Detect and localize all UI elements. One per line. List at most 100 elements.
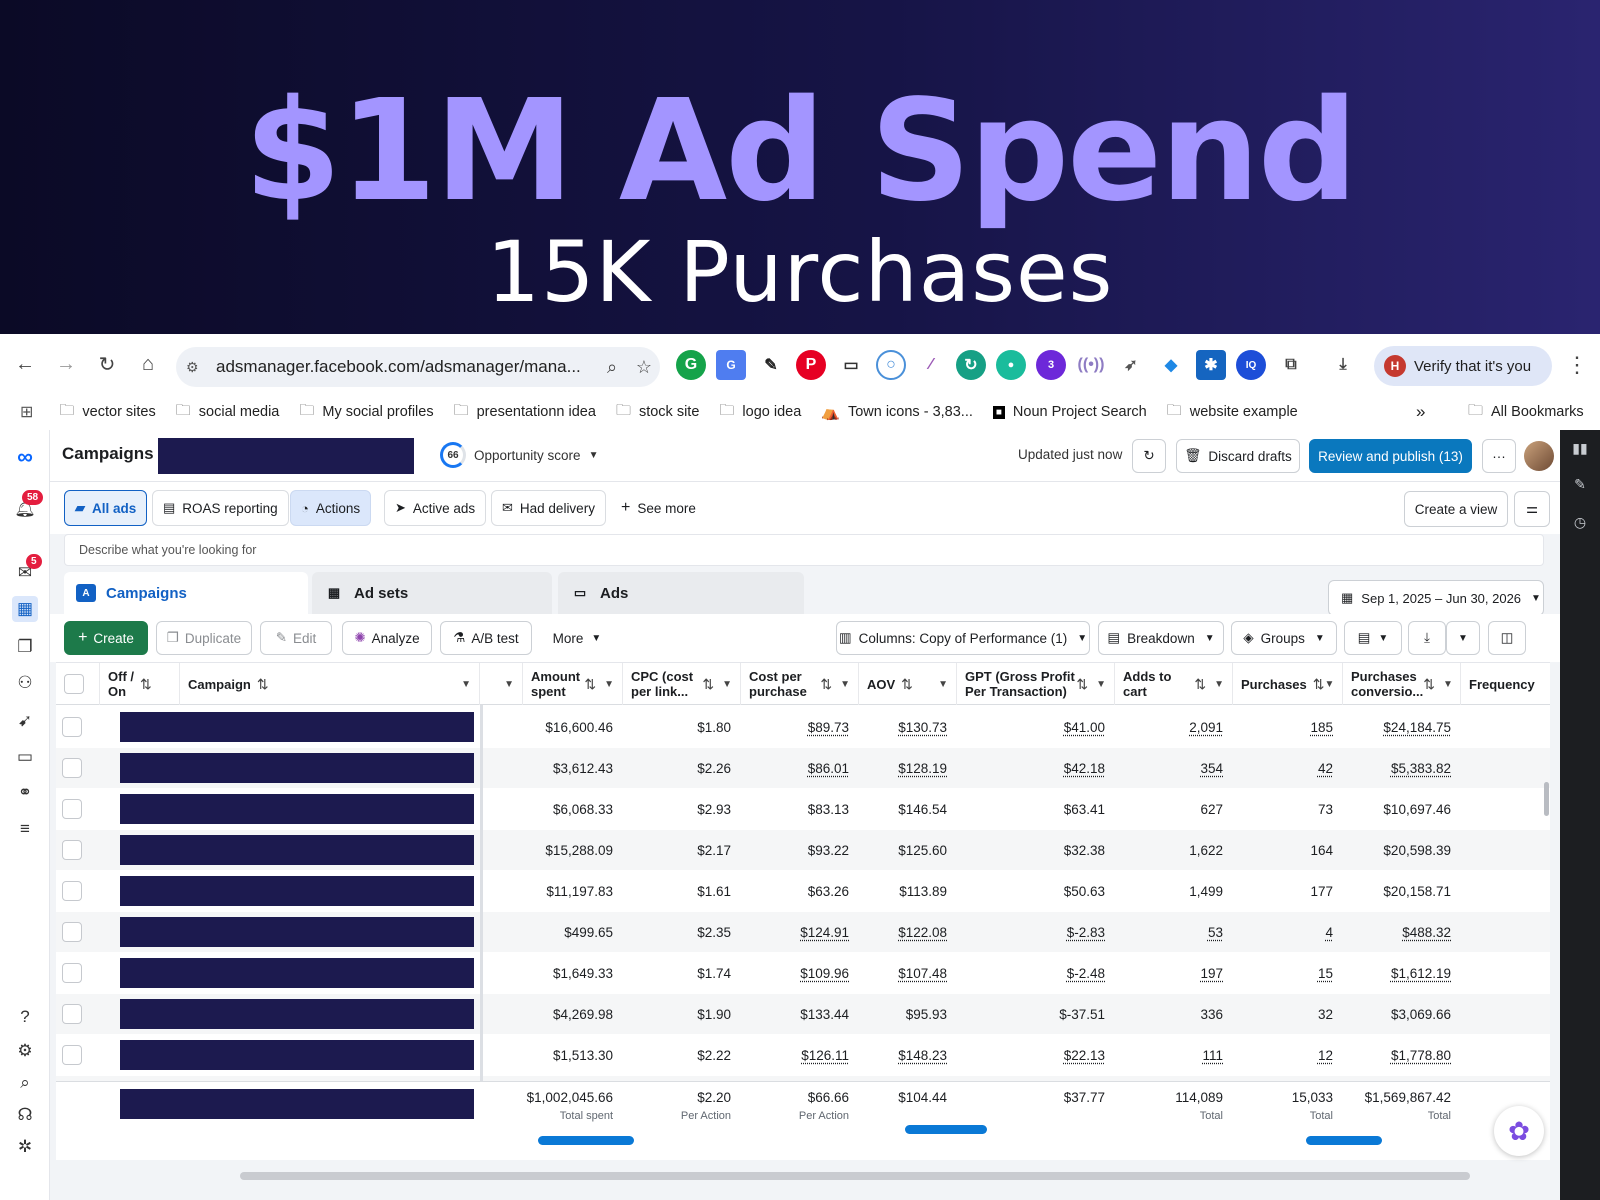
home-icon[interactable]: ⌂ <box>141 352 155 375</box>
bookmark-folder[interactable]: 🗀 logo idea <box>719 400 801 425</box>
tab-ads[interactable]: ▭ Ads <box>558 572 804 614</box>
bookmark-star-icon[interactable]: ☆ <box>635 356 653 377</box>
chevron-down-icon[interactable]: ▼ <box>1324 678 1335 690</box>
review-publish-button[interactable]: Review and publish (13) <box>1309 439 1472 473</box>
header-purchases-conversion-value[interactable]: Purchases conversio... ⇅ ▼ <box>1343 663 1461 705</box>
export-menu-button[interactable]: ▼ <box>1446 621 1480 655</box>
row-checkbox[interactable] <box>62 840 82 860</box>
chevron-down-icon[interactable]: ▼ <box>604 678 614 690</box>
apps-grid-icon[interactable]: ⊞ <box>20 404 34 421</box>
verify-profile-button[interactable]: H Verify that it's you <box>1374 346 1552 386</box>
browser-menu-icon[interactable]: ⋮ <box>1566 352 1588 377</box>
settings-icon[interactable]: ⚙ <box>17 1041 33 1060</box>
chevron-down-icon[interactable]: ▼ <box>504 678 514 690</box>
bookmark-link[interactable]: ■ Noun Project Search <box>992 404 1147 420</box>
header-hidden-column[interactable]: ▼ <box>483 663 523 705</box>
chevron-down-icon[interactable]: ▼ <box>938 678 948 690</box>
row-checkbox[interactable] <box>62 717 82 737</box>
table-row[interactable]: $1,649.33 $1.74 $109.96 $107.48 $-2.48 197 15 $… <box>56 953 1550 993</box>
tag-extension-icon[interactable]: ◆ <box>1164 357 1178 374</box>
ads-manage-icon[interactable]: ➹ <box>17 711 33 730</box>
translate-extension-icon[interactable]: G <box>716 350 746 380</box>
more-options-button[interactable]: ··· <box>1482 439 1516 473</box>
user-avatar[interactable] <box>1524 441 1554 471</box>
support-icon[interactable]: ☊ <box>17 1105 33 1124</box>
history-icon[interactable]: ◷ <box>1573 514 1587 530</box>
chevron-down-icon[interactable]: ▼ <box>722 678 732 690</box>
chip-actions[interactable]: ◔ Actions <box>290 490 372 526</box>
address-bar[interactable]: ⚙ adsmanager.facebook.com/adsmanager/man… <box>176 347 660 387</box>
chip-all-ads[interactable]: ▰ All ads <box>64 490 148 526</box>
ab-test-button[interactable]: ⚗ A/B test <box>440 621 532 655</box>
row-checkbox[interactable] <box>62 758 82 778</box>
edit-button[interactable]: ✎ Edit <box>260 621 332 655</box>
table-row[interactable]: $4,269.98 $1.90 $133.44 $95.93 $-37.51 336 32 $… <box>56 994 1550 1034</box>
forward-icon[interactable]: → <box>56 352 76 375</box>
rocket-extension-icon[interactable]: ➶ <box>1124 357 1138 374</box>
tab-campaigns[interactable]: A Campaigns <box>64 572 308 614</box>
back-icon[interactable]: ← <box>15 352 35 375</box>
bookmark-folder[interactable]: 🗀 website example <box>1167 400 1298 425</box>
table-row[interactable]: $1,513.30 $2.22 $126.11 $148.23 $22.13 111 12 $… <box>56 1035 1550 1075</box>
pages-icon[interactable]: ❐ <box>17 637 33 656</box>
billing-icon[interactable]: ▭ <box>16 747 34 766</box>
vertical-scrollbar[interactable] <box>1544 782 1549 816</box>
row-checkbox[interactable] <box>62 922 82 942</box>
loop-extension-icon[interactable]: ○ <box>876 350 906 380</box>
screen-capture-extension-icon[interactable]: ▭ <box>843 357 859 374</box>
sort-icon[interactable]: ⇅ <box>1312 675 1325 692</box>
bug-report-icon[interactable]: ✲ <box>17 1137 33 1156</box>
teal-extension-icon[interactable]: ● <box>996 350 1026 380</box>
bookmark-folder[interactable]: 🗀 My social profiles <box>299 400 433 425</box>
search-icon[interactable]: ⌕ <box>20 1073 30 1092</box>
tab-ad-sets[interactable]: ▦ Ad sets <box>312 572 552 614</box>
all-tools-icon[interactable]: ≡ <box>20 819 30 838</box>
create-button[interactable]: + Create <box>64 621 148 655</box>
chart-view-button[interactable]: ◫ <box>1488 621 1526 655</box>
help-icon[interactable]: ? <box>20 1007 30 1026</box>
grammarly-extension-icon[interactable]: G <box>676 350 706 380</box>
chevron-down-icon[interactable]: ▼ <box>1214 678 1224 690</box>
meta-logo-icon[interactable]: ∞ <box>17 444 33 469</box>
table-row[interactable]: $11,197.83 $1.61 $63.26 $113.89 $50.63 1,499 1… <box>56 871 1550 911</box>
row-checkbox[interactable] <box>62 881 82 901</box>
header-adds-to-cart[interactable]: Adds to cart ⇅ ▼ <box>1115 663 1233 705</box>
purple-extension-icon[interactable]: 3 <box>1036 350 1066 380</box>
reload-icon[interactable]: ↻ <box>98 353 116 376</box>
pinterest-extension-icon[interactable]: P <box>796 350 826 380</box>
create-view-button[interactable]: Create a view <box>1404 491 1508 527</box>
header-frequency[interactable]: Frequency <box>1469 676 1535 692</box>
site-info-icon[interactable]: ⚙ <box>186 358 199 375</box>
chip-roas-reporting[interactable]: ▤ ROAS reporting <box>152 490 289 526</box>
duplicate-button[interactable]: ❐ Duplicate <box>156 621 252 655</box>
sort-icon[interactable]: ⇅ <box>1423 675 1435 692</box>
sort-icon[interactable]: ⇅ <box>1076 675 1089 692</box>
chip-had-delivery[interactable]: ✉ Had delivery <box>491 490 606 526</box>
columns-button[interactable]: ▥ Columns: Copy of Performance (1) ▼ <box>836 621 1090 655</box>
sort-icon[interactable]: ⇅ <box>1194 675 1207 692</box>
zoom-icon[interactable]: ⌕ <box>606 356 618 377</box>
breakdown-button[interactable]: ▤ Breakdown ▼ <box>1098 621 1224 655</box>
sort-icon[interactable]: ⇅ <box>901 675 913 692</box>
sort-icon[interactable]: ⇅ <box>702 675 715 692</box>
header-gpt[interactable]: GPT (Gross Profit Per Transaction) ⇅ ▼ <box>957 663 1115 705</box>
analyze-button[interactable]: ✺ Analyze <box>342 621 432 655</box>
header-campaign[interactable]: Campaign ⇅ ▼ <box>180 663 480 705</box>
header-off-on[interactable]: Off / On ⇅ <box>100 663 180 705</box>
row-checkbox[interactable] <box>62 799 82 819</box>
discard-drafts-button[interactable]: 🗑︎ Discard drafts <box>1176 439 1300 473</box>
date-range-picker[interactable]: ▦ Sep 1, 2025 – Jun 30, 2026 ▼ <box>1328 580 1544 616</box>
table-row[interactable]: $16,600.46 $1.80 $89.73 $130.73 $41.00 2,091 1… <box>56 707 1550 747</box>
bookmark-folder[interactable]: 🗀 presentationn idea <box>454 400 596 425</box>
view-settings-button[interactable]: ⚌ <box>1514 491 1550 527</box>
table-row[interactable]: $6,068.33 $2.93 $83.13 $146.54 $63.41 627 73 $1… <box>56 789 1550 829</box>
header-cpc[interactable]: CPC (cost per link... ⇅ ▼ <box>623 663 741 705</box>
header-purchases[interactable]: Purchases ⇅ ▼ <box>1233 663 1343 705</box>
header-amount-spent[interactable]: Amount spent ⇅ ▼ <box>523 663 623 705</box>
broadcast-extension-icon[interactable]: ((•)) <box>1077 356 1105 373</box>
chevron-down-icon[interactable]: ▼ <box>461 678 471 690</box>
more-actions-button[interactable]: More ▼ <box>540 621 614 655</box>
color-picker-extension-icon[interactable]: ✎ <box>764 357 778 374</box>
more-bookmarks-icon[interactable]: » <box>1416 402 1426 421</box>
bookmark-folder[interactable]: 🗀 vector sites <box>59 400 155 425</box>
